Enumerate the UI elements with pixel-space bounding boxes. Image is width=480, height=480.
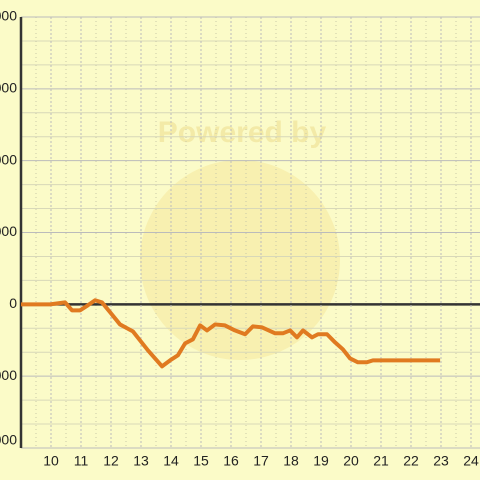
x-tick-label: 21 <box>373 453 389 469</box>
x-tick-label: 14 <box>163 453 179 469</box>
y-tick-label: -6,000 <box>0 432 17 448</box>
x-tick-label: 12 <box>103 453 119 469</box>
y-tick-label: -3,000 <box>0 367 17 383</box>
x-tick-label: 11 <box>74 453 89 469</box>
x-tick-label: 16 <box>223 453 239 469</box>
x-tick-label: 10 <box>43 453 59 469</box>
data-line <box>21 298 441 369</box>
y-tick-label: 9,000 <box>0 80 17 96</box>
watermark: Powered by <box>158 116 327 149</box>
x-tick-label: 22 <box>403 453 419 469</box>
y-tick-label: 0 <box>9 295 17 311</box>
x-tick-label: 18 <box>283 453 299 469</box>
y-tick-label: 6,000 <box>0 151 17 167</box>
x-tick-label: 23 <box>433 453 449 469</box>
x-tick-label: 20 <box>343 453 359 469</box>
x-tick-label: 17 <box>253 453 269 469</box>
x-tick-label: 13 <box>133 453 149 469</box>
y-tick-label: 3,000 <box>0 223 17 239</box>
x-tick-label: 24 <box>463 453 479 469</box>
x-tick-label: 19 <box>313 453 329 469</box>
y-tick-label: 12,000 <box>0 8 17 24</box>
x-tick-label: 15 <box>193 453 209 469</box>
watermark-logo <box>140 160 340 360</box>
